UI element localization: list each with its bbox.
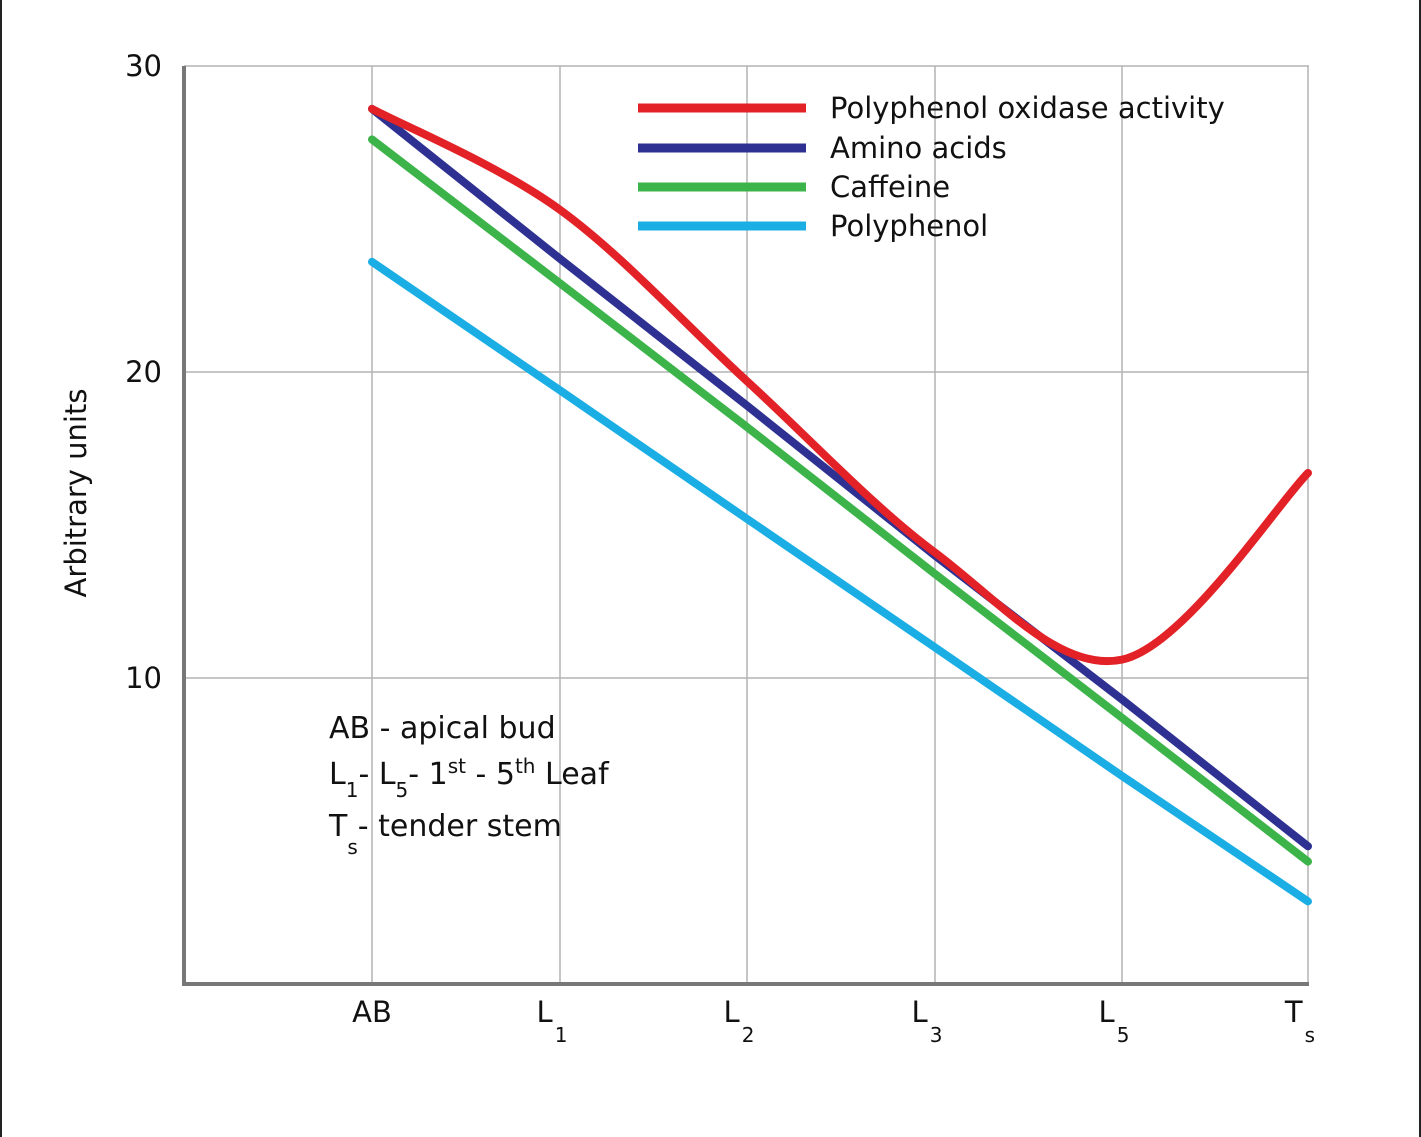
legend-label-amino-acids: Amino acids bbox=[830, 131, 1007, 165]
legend-label-polyphenol-oxidase-activity: Polyphenol oxidase activity bbox=[830, 91, 1225, 125]
anno2-b-sub: 5 bbox=[396, 778, 409, 802]
annotation-block: AB - apical bud L1- L5- 1st - 5th Leaf T… bbox=[328, 711, 610, 859]
series-line-caffeine bbox=[368, 135, 1312, 866]
anno2-c-sup: st bbox=[448, 754, 466, 778]
x-tick-sub: 3 bbox=[930, 1023, 943, 1047]
y-tick-label: 20 bbox=[125, 355, 162, 389]
x-tick-label: AB bbox=[352, 995, 392, 1029]
legend-label-polyphenol: Polyphenol bbox=[830, 209, 988, 243]
x-tick-sub: 1 bbox=[555, 1023, 568, 1047]
x-tick-main: L bbox=[537, 995, 553, 1029]
y-axis-title: Arbitrary units bbox=[59, 389, 93, 598]
anno2-b: - L bbox=[358, 757, 395, 792]
x-tick-label: L3 bbox=[912, 995, 943, 1047]
series-line-polyphenol-oxidase-activity bbox=[368, 104, 1312, 666]
x-tick-main: AB bbox=[352, 995, 392, 1029]
anno2-e: Leaf bbox=[536, 757, 611, 792]
legend: Polyphenol oxidase activity Amino acids Ca… bbox=[638, 91, 1225, 243]
y-tick-label: 10 bbox=[125, 661, 162, 695]
annotation-line-1: AB - apical bud bbox=[329, 711, 556, 746]
anno2-a-sub: 1 bbox=[346, 778, 359, 802]
anno2-c: - 1 bbox=[408, 757, 447, 792]
grid bbox=[184, 65, 1309, 984]
series-lines bbox=[368, 104, 1312, 906]
x-tick-main: T bbox=[1284, 995, 1303, 1029]
x-tick-label: L2 bbox=[724, 995, 755, 1047]
x-tick-label: L5 bbox=[1099, 995, 1130, 1047]
anno3-a-sub: s bbox=[347, 835, 357, 859]
x-tick-label: Ts bbox=[1284, 995, 1315, 1047]
annotation-line-2: L1- L5- 1st - 5th Leaf bbox=[329, 754, 610, 802]
anno3-a: T bbox=[328, 809, 348, 844]
x-tick-label: L1 bbox=[537, 995, 568, 1047]
anno2-d-sup: th bbox=[515, 754, 536, 778]
x-tick-sub: s bbox=[1305, 1023, 1315, 1047]
x-tick-sub: 5 bbox=[1117, 1023, 1130, 1047]
annotation-line-3: Ts- tender stem bbox=[328, 809, 562, 859]
axes bbox=[182, 66, 1309, 986]
x-tick-main: L bbox=[912, 995, 928, 1029]
y-ticks: 10 20 30 bbox=[125, 49, 162, 695]
anno2-d: - 5 bbox=[466, 757, 515, 792]
x-tick-main: L bbox=[724, 995, 740, 1029]
anno3-b: - tender stem bbox=[358, 809, 562, 844]
x-tick-main: L bbox=[1099, 995, 1115, 1029]
x-tick-sub: 2 bbox=[742, 1023, 755, 1047]
legend-label-caffeine: Caffeine bbox=[830, 170, 950, 204]
y-tick-label: 30 bbox=[125, 49, 162, 83]
series-line-amino-acids bbox=[368, 104, 1312, 851]
series-line-polyphenol bbox=[368, 257, 1312, 906]
anno2-a: L bbox=[329, 757, 346, 792]
